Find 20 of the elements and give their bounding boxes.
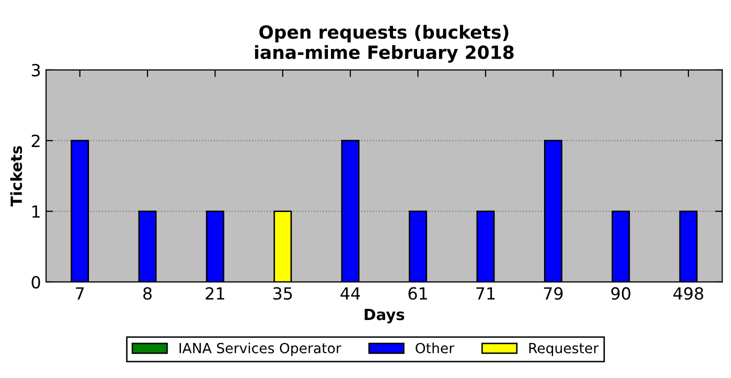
- y-tick-label: 1: [32, 205, 40, 218]
- x-tick-label: 90: [611, 287, 630, 300]
- y-tick-label: 2: [32, 134, 40, 147]
- x-tick-label: 8: [143, 287, 152, 300]
- x-tick-label: 7: [76, 287, 84, 300]
- x-tick-label: 71: [476, 287, 495, 300]
- x-tick-label: 498: [673, 287, 704, 300]
- x-tick-label: 79: [544, 287, 563, 300]
- legend-label: Requester: [529, 343, 599, 356]
- chart-title: Open requests (buckets) iana-mime February 2018: [255, 24, 514, 63]
- y-tick-label: 3: [32, 64, 40, 76]
- legend-label: Other: [416, 342, 454, 354]
- y-tick-label: 0: [32, 276, 40, 289]
- x-tick-label: 35: [273, 287, 292, 300]
- x-tick-label: 21: [206, 287, 224, 300]
- x-axis-title: Days: [364, 308, 404, 324]
- x-tick-label: 44: [340, 287, 360, 300]
- x-tick-label: 61: [408, 287, 428, 300]
- y-axis-title: Tickets: [10, 146, 22, 206]
- legend-label: IANA Services Operator: [180, 342, 342, 356]
